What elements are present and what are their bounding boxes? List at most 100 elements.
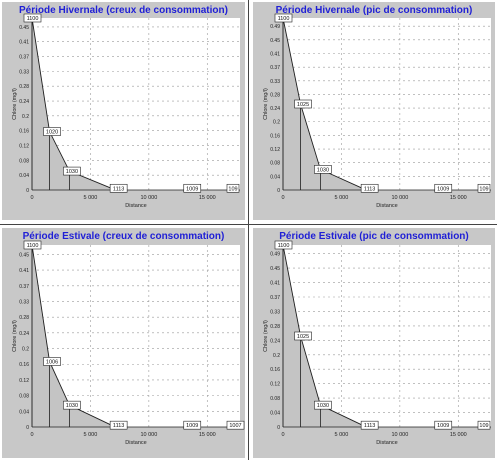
y-tick-label: 0.12 bbox=[270, 147, 280, 153]
x-tick-label: 0 bbox=[281, 195, 284, 201]
chart-title: Période Estivale (pic de consommation) bbox=[279, 231, 469, 242]
node-label-box bbox=[477, 420, 491, 430]
y-tick-label: 0.2 bbox=[273, 353, 280, 359]
x-tick-label: 5 000 bbox=[84, 432, 98, 438]
chart-panel-ete-pic: Période Estivale (pic de consommation) 0 0… bbox=[253, 228, 495, 458]
y-axis-label: Chlore (mg/l) bbox=[12, 88, 18, 120]
node-label-text: 1009 bbox=[186, 186, 198, 192]
x-tick-label: 5 000 bbox=[335, 432, 349, 438]
y-tick-label: 0 bbox=[26, 425, 29, 431]
x-tick-label: 10 000 bbox=[391, 432, 408, 438]
node-label-box bbox=[183, 183, 202, 193]
node-label: 1100 bbox=[23, 13, 42, 23]
y-tick-label: 0.41 bbox=[270, 281, 280, 287]
node-label: 1009 bbox=[434, 183, 453, 193]
y-tick-label: 0.41 bbox=[19, 40, 29, 46]
node-label-box bbox=[434, 183, 453, 193]
y-tick-label: 0.37 bbox=[19, 284, 29, 290]
node-label: 1113 bbox=[360, 420, 379, 430]
y-tick-label: 0.24 bbox=[270, 338, 280, 344]
chlorine-line bbox=[31, 17, 112, 189]
node-label-box bbox=[183, 420, 202, 430]
y-tick-label: 0.41 bbox=[270, 51, 280, 57]
node-label-text: 1006 bbox=[46, 359, 58, 365]
node-label-text: 1009 bbox=[437, 186, 449, 192]
y-tick-label: 0.49 bbox=[270, 24, 280, 30]
chart-title: Période Estivale (creux de consommation) bbox=[23, 231, 225, 242]
y-tick-label: 0.08 bbox=[19, 158, 29, 164]
y-tick-label: 0.16 bbox=[270, 133, 280, 139]
y-tick-label: 0.45 bbox=[270, 38, 280, 44]
node-label-box bbox=[274, 240, 293, 250]
y-tick-label: 0.08 bbox=[19, 394, 29, 400]
node-label-text: 109 bbox=[228, 186, 237, 192]
node-label-text: 1100 bbox=[278, 243, 290, 249]
y-tick-label: 0.24 bbox=[19, 331, 29, 337]
node-label: 1100 bbox=[274, 240, 293, 250]
node-label: 1009 bbox=[183, 183, 202, 193]
node-label-text: 1020 bbox=[46, 130, 58, 136]
plot-area bbox=[32, 18, 240, 190]
y-tick-label: 0.12 bbox=[19, 378, 29, 384]
node-label: 1025 bbox=[294, 331, 312, 341]
plot-area bbox=[32, 245, 240, 427]
y-tick-label: 0.2 bbox=[273, 120, 280, 126]
node-label-box bbox=[63, 166, 81, 176]
y-tick-label: 0.12 bbox=[19, 144, 29, 150]
node-label: 1007 bbox=[226, 420, 245, 430]
node-label-box bbox=[226, 183, 240, 193]
y-tick-label: 0.28 bbox=[19, 315, 29, 321]
node-label-box bbox=[360, 420, 379, 430]
node-label-box bbox=[109, 420, 128, 430]
node-label-text: 1030 bbox=[317, 167, 329, 173]
node-label-text: 1100 bbox=[27, 16, 39, 22]
y-tick-label: 0.37 bbox=[270, 295, 280, 301]
node-label: 109 bbox=[477, 183, 491, 193]
x-tick-label: 15 000 bbox=[199, 195, 216, 201]
node-label: 1009 bbox=[434, 420, 453, 430]
node-label-text: 109 bbox=[479, 186, 488, 192]
chart-title: Période Hivernale (pic de consommation) bbox=[276, 5, 473, 16]
node-label-box bbox=[274, 13, 293, 23]
y-tick-label: 0.04 bbox=[270, 174, 280, 180]
chlorine-line bbox=[282, 17, 363, 189]
chart-svg-hiver-creux: Période Hivernale (creux de consommation… bbox=[2, 2, 245, 220]
x-tick-label: 0 bbox=[30, 195, 33, 201]
node-label-box bbox=[63, 400, 81, 410]
node-label: 1030 bbox=[63, 400, 81, 410]
vertical-divider bbox=[248, 0, 249, 460]
y-tick-label: 0.45 bbox=[19, 252, 29, 258]
node-label-box bbox=[477, 183, 491, 193]
y-tick-label: 0.08 bbox=[270, 161, 280, 167]
y-axis-label: Chlore (mg/l) bbox=[263, 320, 269, 352]
node-label: 109 bbox=[477, 420, 491, 430]
node-label-text: 1007 bbox=[229, 423, 241, 429]
node-label-box bbox=[43, 127, 61, 136]
node-label: 1006 bbox=[43, 357, 61, 366]
y-tick-label: 0.16 bbox=[19, 362, 29, 368]
node-label-box bbox=[23, 240, 42, 250]
chart-title: Période Hivernale (creux de consommation… bbox=[19, 5, 228, 16]
y-tick-label: 0.04 bbox=[19, 173, 29, 179]
x-tick-label: 10 000 bbox=[391, 195, 408, 201]
y-axis-label: Chlore (mg/l) bbox=[12, 320, 18, 352]
node-label-text: 1025 bbox=[297, 102, 309, 108]
x-tick-label: 10 000 bbox=[140, 195, 157, 201]
x-tick-label: 0 bbox=[30, 432, 33, 438]
x-tick-label: 10 000 bbox=[140, 432, 157, 438]
y-tick-label: 0.12 bbox=[270, 382, 280, 388]
chlorine-area bbox=[32, 245, 112, 427]
y-tick-label: 0 bbox=[277, 425, 280, 431]
node-label-text: 1113 bbox=[364, 423, 375, 429]
y-tick-label: 0.24 bbox=[19, 99, 29, 105]
node-label: 1030 bbox=[314, 165, 332, 174]
y-tick-label: 0.33 bbox=[270, 79, 280, 85]
node-label: 1030 bbox=[314, 400, 332, 410]
y-tick-label: 0.16 bbox=[270, 367, 280, 373]
chart-svg-hiver-pic: Période Hivernale (pic de consommation) 0… bbox=[253, 2, 495, 220]
x-tick-label: 5 000 bbox=[335, 195, 349, 201]
node-label: 1100 bbox=[23, 240, 42, 250]
chlorine-line bbox=[282, 244, 363, 426]
chlorine-area bbox=[283, 245, 363, 427]
node-label-box bbox=[226, 420, 245, 430]
